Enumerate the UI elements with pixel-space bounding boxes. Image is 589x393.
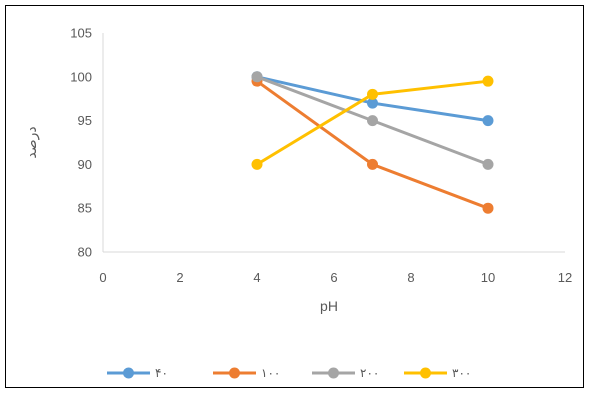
y-axis-title: درصد [23,126,40,158]
data-point [367,88,378,100]
x-tick-label: 4 [253,270,260,285]
data-point [482,75,494,87]
chart-frame [5,5,584,388]
legend: ۴۰ ۱۰۰ ۲۰۰ ۳۰۰ [107,366,471,380]
legend-item-2: ۲۰۰ [312,366,379,380]
series-2 [251,71,494,170]
legend-marker [328,367,339,379]
data-point [367,115,378,127]
x-axis-title: pH [320,298,338,314]
y-tick-label: 100 [70,69,92,84]
data-point [482,115,494,127]
y-tick-label: 105 [70,26,92,41]
legend-item-0: ۴۰ [107,366,168,380]
x-tick-label: 8 [407,270,414,285]
legend-marker [229,367,240,379]
x-tick-label: 2 [176,270,183,285]
x-tick-label: 12 [558,270,572,285]
data-point [251,71,263,83]
legend-marker [420,367,431,379]
y-tick-label: 95 [78,113,92,128]
series-3 [251,75,494,170]
data-point [251,158,263,170]
legend-marker [123,367,134,379]
legend-item-1: ۱۰۰ [213,366,280,380]
data-point [367,97,378,109]
x-tick-label: 6 [330,270,337,285]
data-point [482,158,494,170]
x-tick-label: 0 [99,270,106,285]
axes: 80 85 90 95 100 105 0 2 4 6 8 10 12 pH درصد [23,26,572,315]
y-tick-label: 85 [78,201,92,216]
legend-label: ۳۰۰ [452,366,471,380]
legend-label: ۲۰۰ [360,366,379,380]
data-point [367,158,378,170]
y-tick-label: 80 [78,245,92,260]
x-tick-label: 10 [481,270,495,285]
legend-label: ۴۰ [155,366,168,380]
y-tick-label: 90 [78,157,92,172]
legend-label: ۱۰۰ [261,366,280,380]
series-layer [251,71,494,214]
legend-item-3: ۳۰۰ [404,366,471,380]
data-point [482,202,494,214]
